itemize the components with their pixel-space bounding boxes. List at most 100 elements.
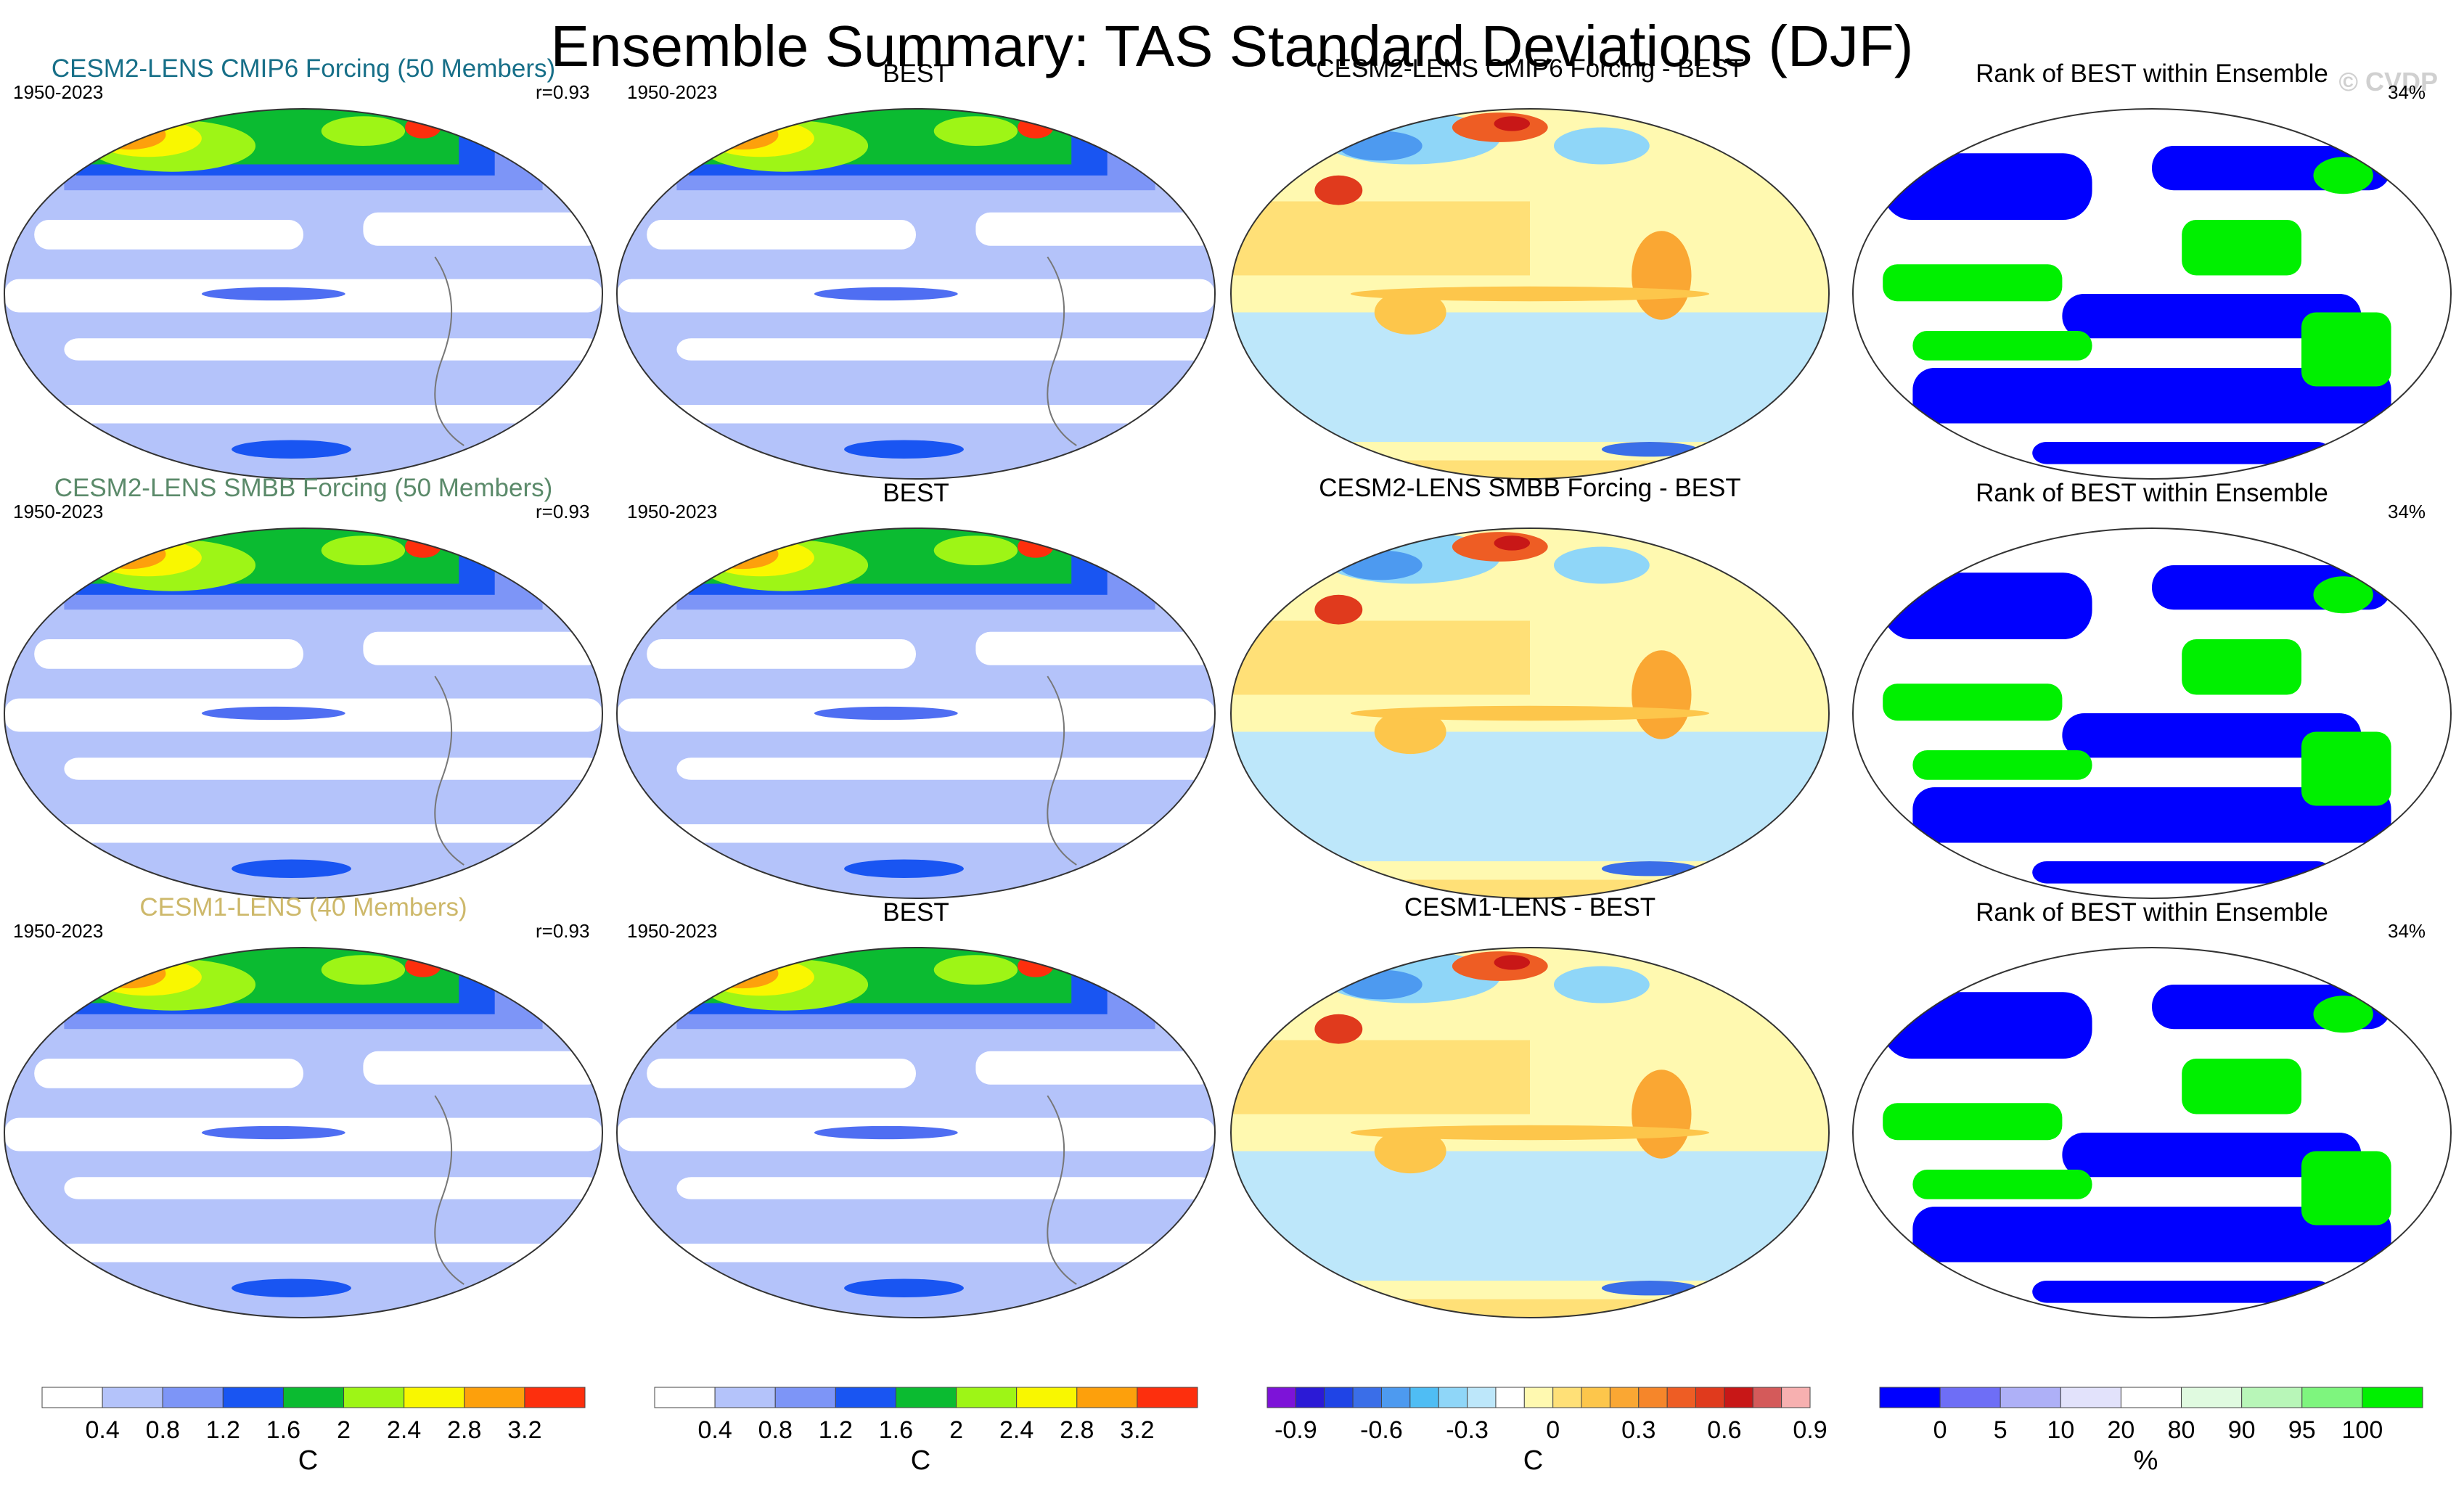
colorbar-swatch (1638, 1387, 1668, 1408)
colorbar-swatch (2301, 1387, 2363, 1408)
diff-map (1230, 108, 1830, 480)
rank-panel-title: Rank of BEST within Ensemble (1976, 898, 2328, 927)
colorbar-swatch (2060, 1387, 2121, 1408)
colorbar-tick-label: 0.4 (697, 1416, 732, 1444)
colorbar-tick-label: 0.4 (85, 1416, 120, 1444)
obs-map (616, 528, 1216, 899)
colorbar-tick-label: 95 (2288, 1416, 2316, 1444)
obs-period-label: 1950-2023 (627, 920, 718, 942)
colorbar-swatch (1724, 1387, 1753, 1408)
rank-panel-title: Rank of BEST within Ensemble (1976, 479, 2328, 507)
rank-panel-title: Rank of BEST within Ensemble (1976, 59, 2328, 88)
colorbar-swatch (2362, 1387, 2423, 1408)
rank-percent-label: 34% (2388, 501, 2426, 522)
colorbar-swatch (464, 1387, 525, 1408)
colorbar-tick-label: 0.9 (1793, 1416, 1827, 1444)
colorbar-swatch (1409, 1387, 1439, 1408)
obs-period-label: 1950-2023 (627, 81, 718, 103)
colorbar-tick-label: 0.3 (1621, 1416, 1656, 1444)
obs-panel-title: BEST (883, 59, 949, 88)
colorbar-swatch (654, 1387, 716, 1408)
colorbar-unit-label: C (1523, 1445, 1544, 1476)
period-label: 1950-2023 (13, 920, 104, 942)
colorbar-swatch (2000, 1387, 2061, 1408)
colorbar-swatch (162, 1387, 224, 1408)
figure-title: Ensemble Summary: TAS Standard Deviation… (550, 14, 1914, 78)
colorbar-tick-label: 2.4 (999, 1416, 1034, 1444)
colorbar-tick-label: -0.3 (1446, 1416, 1489, 1444)
ensemble-panel-title: CESM2-LENS CMIP6 Forcing (50 Members) (51, 54, 556, 83)
rank-map (1852, 528, 2452, 899)
colorbar-swatch (1609, 1387, 1640, 1408)
colorbar-swatch (524, 1387, 586, 1408)
colorbar-tick-label: 80 (2167, 1416, 2195, 1444)
colorbar-tick-label: 2.8 (1060, 1416, 1094, 1444)
colorbar-swatch (1380, 1387, 1411, 1408)
colorbar-tick-label: 0.8 (145, 1416, 180, 1444)
rank-map (1852, 108, 2452, 480)
colorbar-swatch (1523, 1387, 1554, 1408)
colorbar-swatch (1016, 1387, 1078, 1408)
colorbar-tick-label: 1.2 (818, 1416, 853, 1444)
colorbar-swatch (102, 1387, 163, 1408)
colorbar-tick-label: 1.6 (878, 1416, 914, 1444)
diff-map (1230, 528, 1830, 899)
colorbar-tick-label: 90 (2227, 1416, 2256, 1444)
colorbar-tick-label: 3.2 (507, 1416, 542, 1444)
colorbar-swatch (1879, 1387, 1941, 1408)
colorbar-swatch (1324, 1387, 1354, 1408)
colorbar-tick-label: 1.2 (205, 1416, 240, 1444)
colorbar-swatch (1695, 1387, 1725, 1408)
colorbar-swatch (1137, 1387, 1198, 1408)
obs-panel-title: BEST (883, 479, 949, 507)
colorbar-swatch (895, 1387, 957, 1408)
copyright-watermark: © CVDP (2338, 67, 2438, 97)
colorbar-tick-label: -0.9 (1274, 1416, 1317, 1444)
rank-percent-label: 34% (2388, 81, 2426, 103)
diff-panel-title: CESM1-LENS - BEST (1404, 893, 1656, 921)
correlation-label: r=0.93 (536, 920, 590, 942)
colorbar-swatch (404, 1387, 465, 1408)
colorbar-tick-label: 0.8 (758, 1416, 793, 1444)
ensemble-map (4, 108, 603, 480)
colorbar-swatch (2181, 1387, 2243, 1408)
correlation-label: r=0.93 (536, 81, 590, 103)
colorbar-tick-label: 100 (2341, 1416, 2383, 1444)
colorbar-unit-label: % (2133, 1445, 2158, 1476)
colorbar-swatch (1295, 1387, 1325, 1408)
colorbar-tick-label: 2.4 (387, 1416, 422, 1444)
colorbar-swatch (956, 1387, 1018, 1408)
colorbar-unit-label: C (910, 1445, 931, 1476)
colorbar-tick-label: 0 (1546, 1416, 1560, 1444)
rank-map (1852, 947, 2452, 1318)
colorbar-swatch (2120, 1387, 2182, 1408)
colorbar-tick-label: 2 (949, 1416, 964, 1444)
colorbar-swatch (1076, 1387, 1138, 1408)
colorbar-swatch (1581, 1387, 1610, 1408)
colorbar-swatch (41, 1387, 103, 1408)
ensemble-panel-title: CESM1-LENS (40 Members) (139, 893, 467, 921)
colorbar-tick-label: 2 (337, 1416, 351, 1444)
colorbar-swatch (343, 1387, 405, 1408)
ensemble-map (4, 947, 603, 1318)
rank-percent-label: 34% (2388, 920, 2426, 942)
period-label: 1950-2023 (13, 501, 104, 522)
diff-panel-title: CESM2-LENS CMIP6 Forcing - BEST (1316, 54, 1744, 83)
colorbar-swatch (1939, 1387, 2001, 1408)
obs-panel-title: BEST (883, 898, 949, 927)
colorbar-tick-label: 2.8 (447, 1416, 482, 1444)
diff-panel-title: CESM2-LENS SMBB Forcing - BEST (1319, 474, 1741, 502)
ensemble-panel-title: CESM2-LENS SMBB Forcing (50 Members) (54, 474, 553, 502)
obs-map (616, 108, 1216, 480)
obs-period-label: 1950-2023 (627, 501, 718, 522)
colorbar-swatch (282, 1387, 345, 1408)
colorbar-swatch (1467, 1387, 1497, 1408)
colorbar-swatch (835, 1387, 896, 1408)
correlation-label: r=0.93 (536, 501, 590, 522)
colorbar-tick-label: 0.6 (1707, 1416, 1742, 1444)
colorbar-tick-label: 1.6 (266, 1416, 301, 1444)
colorbar-tick-label: -0.6 (1360, 1416, 1403, 1444)
colorbar-swatch (774, 1387, 836, 1408)
colorbar-swatch (1752, 1387, 1782, 1408)
colorbar-swatch (1266, 1387, 1296, 1408)
